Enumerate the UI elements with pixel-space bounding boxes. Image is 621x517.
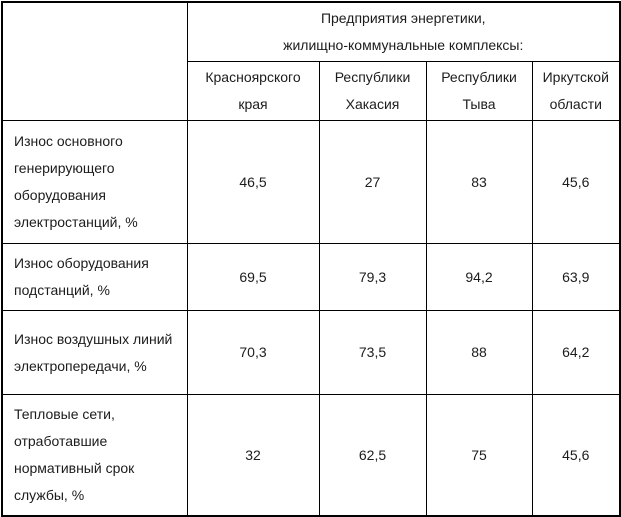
data-cell: 45,6 <box>531 120 621 244</box>
row-label-power-lines-wear: Износ воздушных линий электропередачи, % <box>1 310 188 395</box>
data-cell: 64,2 <box>531 310 621 395</box>
data-cell: 62,5 <box>318 394 427 517</box>
group-header-line-2: жилищно-коммунальные комплексы: <box>283 37 524 53</box>
table-row: Тепловые сети, отработавшие нормативный … <box>1 394 621 517</box>
row-label-substation-equipment-wear: Износ оборудования подстанций, % <box>1 243 188 311</box>
column-header-krasnoyarsk: Красноярского края <box>186 61 320 121</box>
corner-empty-cell <box>1 1 188 121</box>
data-cell: 83 <box>425 120 533 244</box>
group-header-cell: Предприятия энергетики, жилищно-коммунал… <box>186 1 621 62</box>
data-cell: 94,2 <box>425 243 533 311</box>
column-header-tyva: Республики Тыва <box>425 61 533 121</box>
group-header-line-1: Предприятия энергетики, <box>320 10 486 26</box>
table-row: Износ оборудования подстанций, % 69,5 79… <box>1 243 621 311</box>
group-header-row: Предприятия энергетики, жилищно-коммунал… <box>1 1 621 121</box>
row-label-generation-equipment-wear: Износ основного генерирующего оборудован… <box>1 120 188 244</box>
data-cell: 45,6 <box>531 394 621 517</box>
data-cell: 63,9 <box>531 243 621 311</box>
data-cell: 46,5 <box>186 120 320 244</box>
data-cell: 32 <box>186 394 320 517</box>
column-header-khakassia: Республики Хакасия <box>318 61 427 121</box>
data-cell: 79,3 <box>318 243 427 311</box>
data-cell: 75 <box>425 394 533 517</box>
column-header-row: Красноярского края Республики Хакасия Ре… <box>2 61 621 121</box>
table-row: Износ воздушных линий электропередачи, %… <box>1 310 621 395</box>
data-cell: 69,5 <box>186 243 320 311</box>
data-cell: 73,5 <box>318 310 427 395</box>
column-header-irkutsk: Иркутской области <box>531 61 621 121</box>
table-row: Износ основного генерирующего оборудован… <box>1 120 621 244</box>
data-cell: 70,3 <box>186 310 320 395</box>
data-cell: 27 <box>318 120 427 244</box>
row-label-heating-networks-expired: Тепловые сети, отработавшие нормативный … <box>1 394 188 517</box>
data-cell: 88 <box>425 310 533 395</box>
